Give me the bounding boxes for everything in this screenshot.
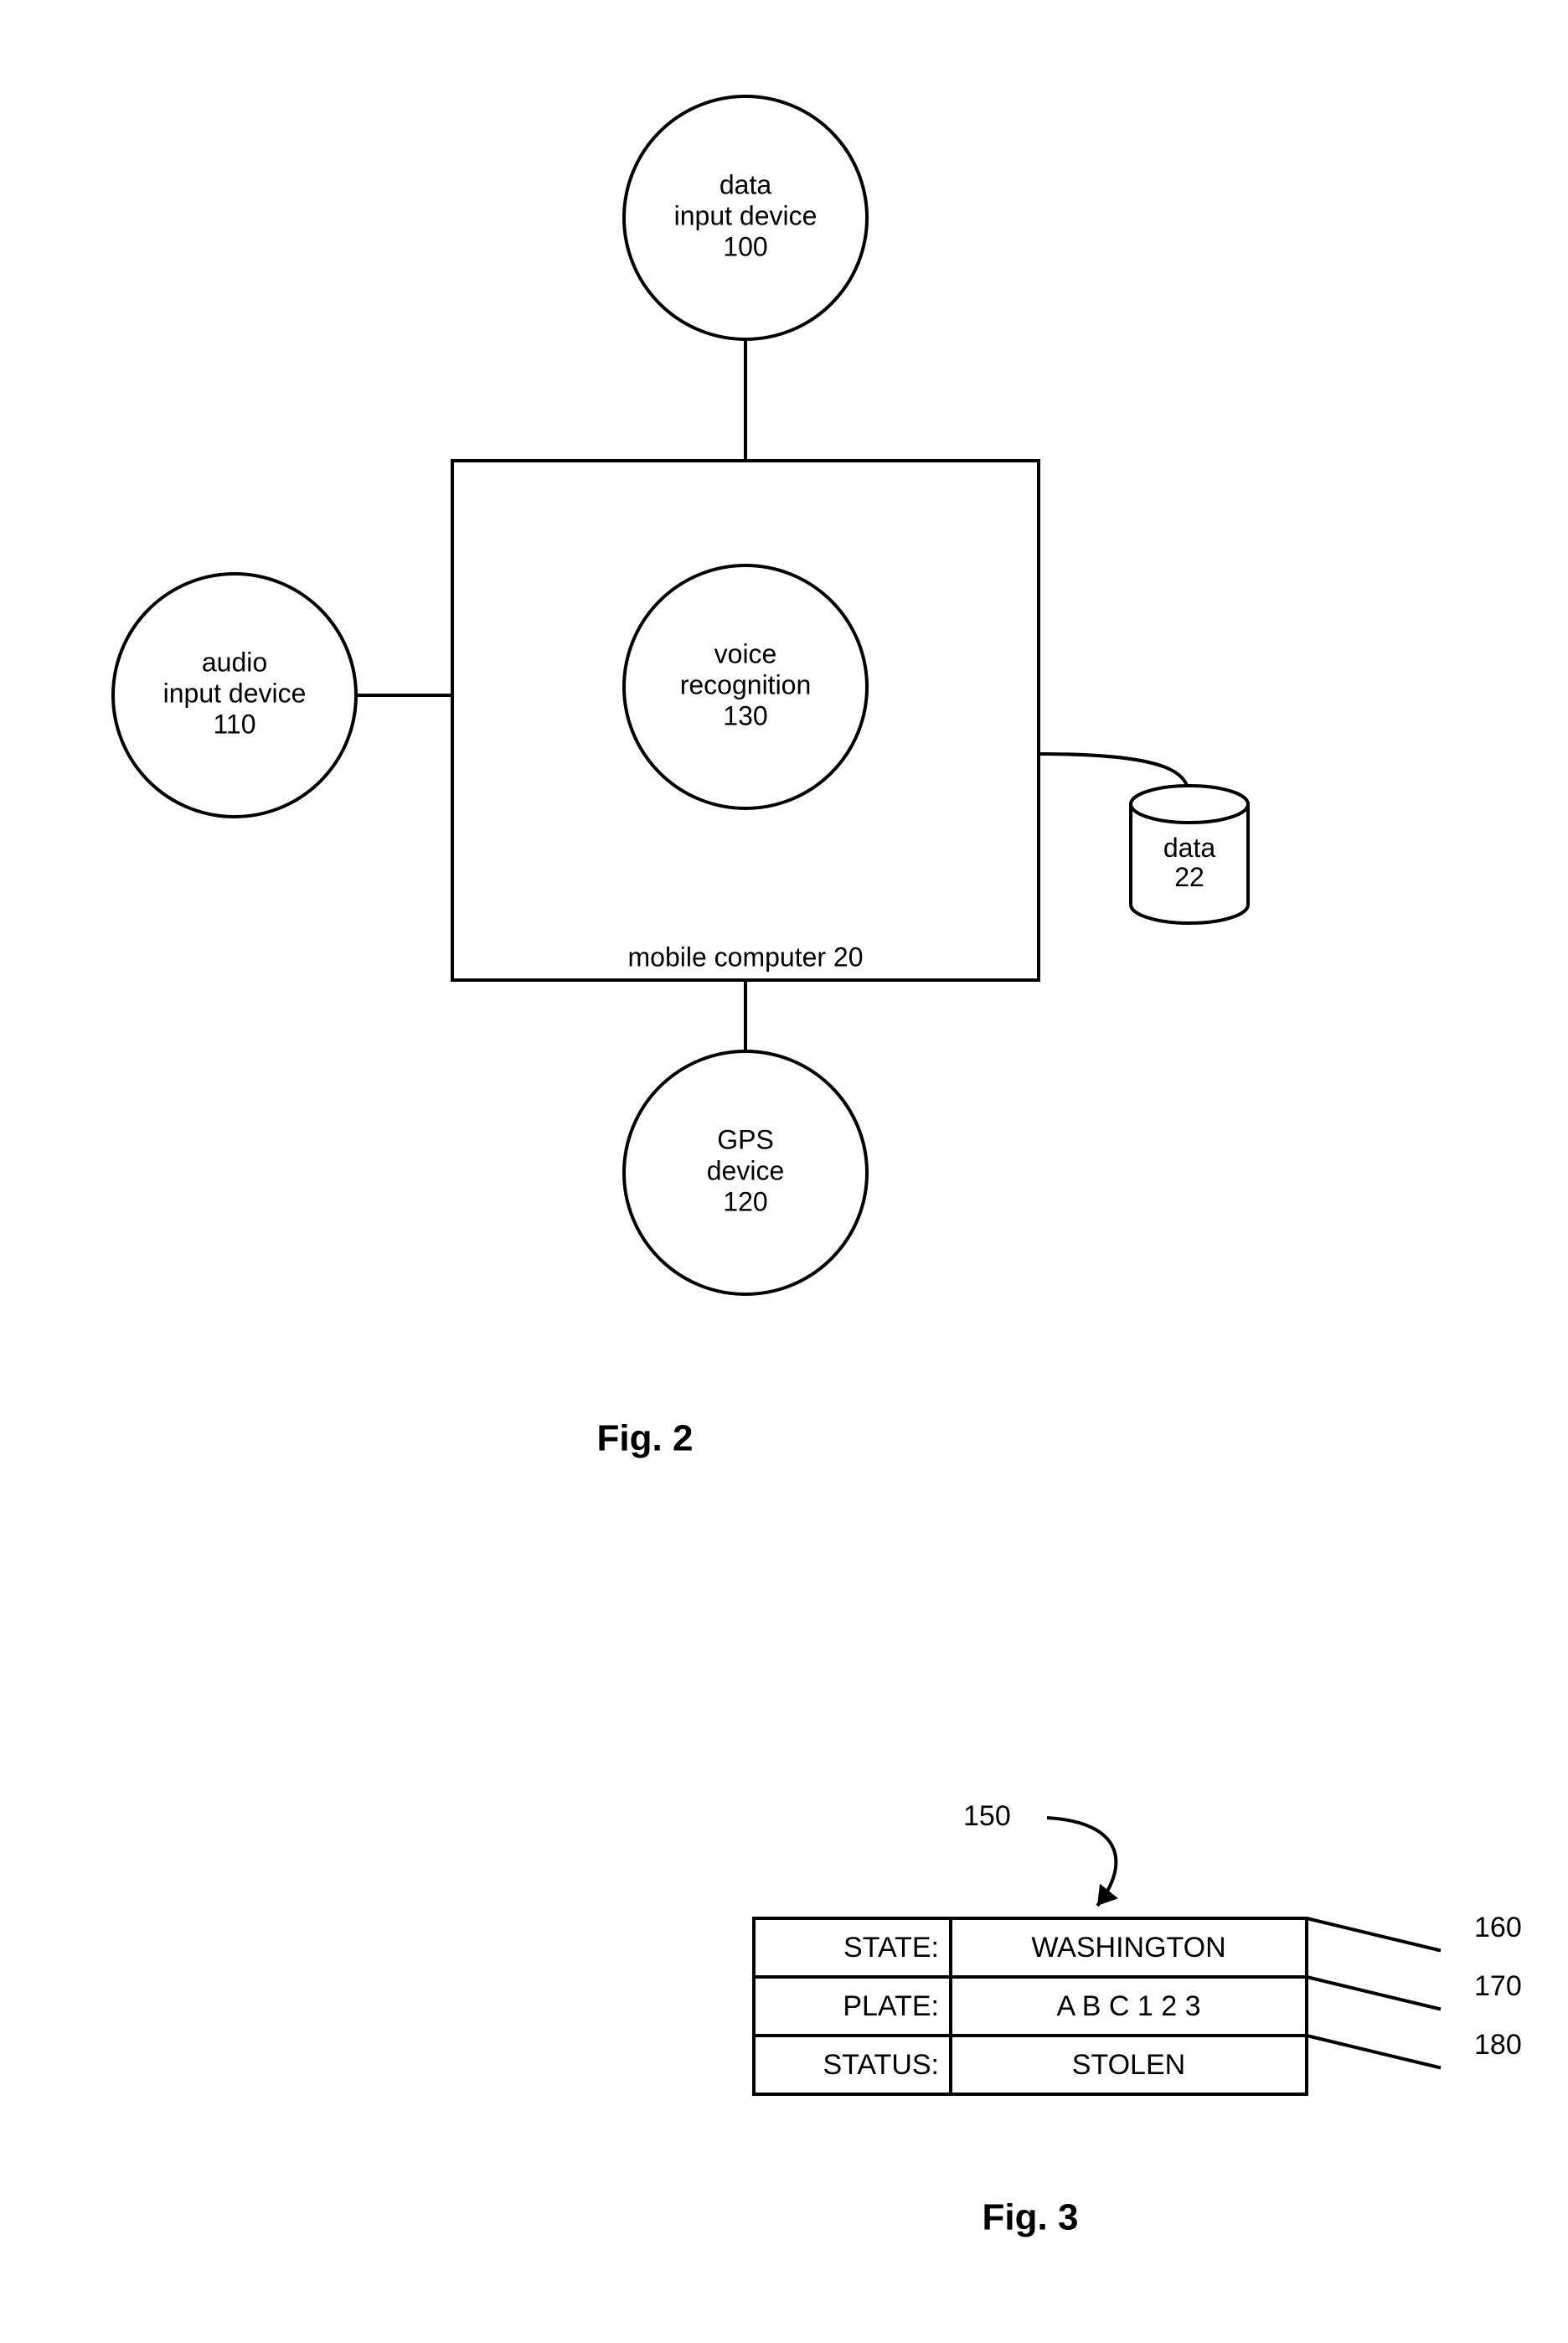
node-data-input-label-line-1: input device [674, 200, 818, 230]
node-data-input-label-line-0: data [720, 170, 771, 200]
fig3-callout-text-0: 160 [1474, 1912, 1522, 1943]
fig3-caption: Fig. 3 [983, 2197, 1079, 2238]
node-voice-recognition-label-line-0: voice [714, 639, 777, 669]
fig3-callout-text-1: 170 [1474, 1970, 1522, 2002]
data-cylinder-top [1131, 786, 1248, 823]
fig3-callout-line-1 [1307, 1977, 1441, 2010]
node-data-input-label-line-2: 100 [723, 231, 767, 261]
fig3-callout-line-2 [1307, 2036, 1441, 2068]
node-audio-input-label-line-2: 110 [213, 709, 255, 739]
fig3-table-value-0: WASHINGTON [1031, 1932, 1225, 1964]
node-gps-label-line-0: GPS [717, 1125, 774, 1155]
fig3-pointer-label: 150 [963, 1800, 1011, 1832]
fig3-table-value-2: STOLEN [1072, 2049, 1185, 2081]
node-gps-label-line-1: device [707, 1155, 785, 1185]
node-voice-recognition-label-line-2: 130 [723, 700, 767, 730]
mobile-computer-label: mobile computer 20 [627, 942, 863, 972]
fig3-table-label-0: STATE: [843, 1932, 939, 1964]
fig3-table-label-2: STATUS: [823, 2049, 939, 2081]
fig3-callout-line-0 [1307, 1918, 1441, 1951]
data-cylinder-label-line-1: 22 [1174, 862, 1204, 892]
fig3-table-value-1: A B C 1 2 3 [1057, 1990, 1201, 2022]
fig3-table-label-1: PLATE: [843, 1990, 939, 2022]
fig3-callout-text-2: 180 [1474, 2029, 1522, 2061]
data-cylinder-label-line-0: data [1163, 833, 1215, 863]
node-voice-recognition-label-line-1: recognition [680, 669, 812, 699]
node-audio-input-label-line-1: input device [163, 678, 307, 708]
node-gps-label-line-2: 120 [723, 1186, 767, 1216]
node-audio-input-label-line-0: audio [202, 648, 267, 678]
fig2-caption: Fig. 2 [597, 1418, 694, 1459]
